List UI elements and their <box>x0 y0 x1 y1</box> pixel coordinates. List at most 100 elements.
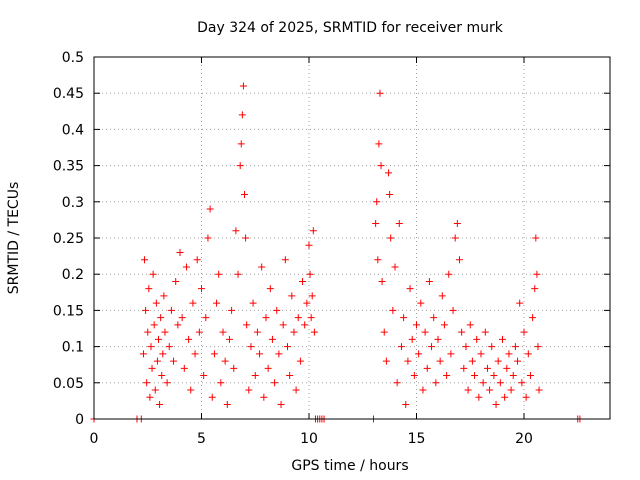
data-point <box>395 220 403 228</box>
data-point <box>449 306 457 314</box>
data-point <box>286 372 294 380</box>
y-tick-label: 0.15 <box>53 303 84 319</box>
data-point <box>249 299 257 307</box>
data-point <box>277 401 285 409</box>
data-point <box>141 256 149 264</box>
data-point <box>310 328 318 336</box>
data-point <box>415 350 423 358</box>
data-point <box>458 328 466 336</box>
data-point <box>251 372 259 380</box>
data-point <box>153 357 161 365</box>
data-point <box>152 299 160 307</box>
data-point <box>156 401 164 409</box>
data-point <box>281 256 289 264</box>
data-point <box>256 350 264 358</box>
y-tick-label: 0.25 <box>53 231 84 247</box>
data-point <box>148 364 156 372</box>
y-tick-label: 0.35 <box>53 159 84 175</box>
data-point <box>306 270 314 278</box>
data-point <box>294 314 302 322</box>
data-point <box>142 306 150 314</box>
data-point <box>147 343 155 351</box>
data-point <box>228 306 236 314</box>
data-point <box>490 372 498 380</box>
data-point <box>213 299 221 307</box>
data-point <box>146 393 154 401</box>
data-point <box>505 350 513 358</box>
data-point <box>456 256 463 264</box>
data-point <box>264 364 272 372</box>
data-point <box>425 277 433 285</box>
data-point <box>182 263 190 271</box>
data-point <box>488 343 496 351</box>
data-point <box>421 328 429 336</box>
data-point <box>372 220 380 228</box>
data-point <box>221 357 229 365</box>
y-tick-label: 0.3 <box>62 195 84 211</box>
data-point <box>301 321 309 329</box>
data-point <box>189 299 197 307</box>
data-point <box>309 227 317 235</box>
data-point <box>496 379 504 387</box>
data-point <box>432 379 440 387</box>
data-point <box>526 372 534 380</box>
y-tick-label: 0.4 <box>62 122 84 138</box>
data-points <box>90 82 584 423</box>
data-point <box>373 198 381 206</box>
data-point <box>290 328 298 336</box>
data-point <box>438 292 446 300</box>
y-tick-label: 0.45 <box>53 86 84 102</box>
plot-frame <box>93 56 611 420</box>
data-point <box>406 285 414 293</box>
x-tick-label: 10 <box>300 431 318 447</box>
data-point <box>382 357 390 365</box>
data-point <box>486 386 494 394</box>
y-axis-label: SRMTID / TECUs <box>6 182 22 295</box>
data-point <box>155 335 162 343</box>
data-point <box>400 314 408 322</box>
data-point <box>462 343 470 351</box>
data-point <box>157 314 165 322</box>
y-tick-label: 0.2 <box>62 267 84 283</box>
data-point <box>391 263 399 271</box>
data-point <box>236 162 244 170</box>
data-point <box>460 364 468 372</box>
data-point <box>532 234 540 242</box>
data-point <box>387 234 395 242</box>
data-point <box>243 321 251 329</box>
data-point <box>479 379 487 387</box>
data-point <box>195 328 203 336</box>
y-tick-label: 0.05 <box>53 376 84 392</box>
data-point <box>386 191 394 199</box>
data-point <box>180 364 188 372</box>
data-point <box>143 379 151 387</box>
data-point <box>151 386 159 394</box>
data-point <box>149 270 157 278</box>
data-point <box>428 343 436 351</box>
data-point <box>210 350 218 358</box>
data-point <box>239 82 247 90</box>
data-point <box>275 350 283 358</box>
data-point <box>477 350 485 358</box>
data-point <box>139 350 147 358</box>
data-point <box>230 364 238 372</box>
data-point <box>434 335 442 343</box>
data-point <box>217 379 225 387</box>
chart-title: Day 324 of 2025, SRMTID for receiver mur… <box>197 20 504 36</box>
data-point <box>296 357 304 365</box>
data-point <box>202 314 210 322</box>
data-point <box>208 393 216 401</box>
data-point <box>237 140 245 148</box>
data-point <box>514 357 522 365</box>
data-point <box>473 335 481 343</box>
data-point <box>144 328 152 336</box>
data-point <box>375 140 383 148</box>
data-point <box>268 335 276 343</box>
data-point <box>503 364 511 372</box>
data-point <box>404 357 412 365</box>
data-point <box>443 372 451 380</box>
data-point <box>206 205 214 213</box>
data-point <box>516 299 524 307</box>
data-point <box>158 372 166 380</box>
